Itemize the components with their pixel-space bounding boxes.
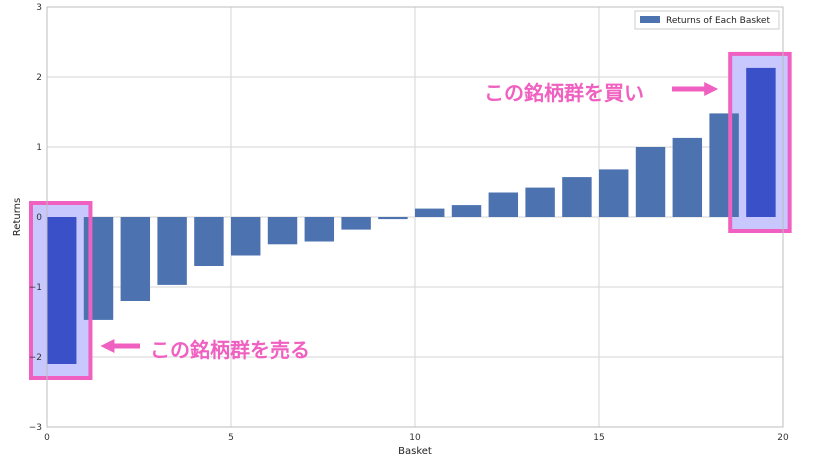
bar <box>120 217 151 301</box>
legend-label: Returns of Each Basket <box>666 16 770 26</box>
bar <box>341 217 371 230</box>
bars <box>47 67 776 364</box>
bar <box>47 217 77 364</box>
bar <box>746 67 776 218</box>
bar <box>157 217 187 285</box>
buy-annotation-text: この銘柄群を買い <box>484 81 644 105</box>
y-tick-label: 3 <box>36 3 42 13</box>
y-tick-label: 1 <box>36 143 42 153</box>
legend: Returns of Each Basket <box>634 10 780 30</box>
bar <box>599 169 629 217</box>
bar <box>488 192 519 217</box>
bar <box>562 177 592 217</box>
highlight-border <box>728 51 792 234</box>
bar <box>635 147 666 217</box>
buy-arrow-icon <box>672 82 719 96</box>
legend-swatch <box>640 16 660 23</box>
bar <box>525 187 555 217</box>
axes-frame <box>46 6 784 428</box>
bar <box>231 217 261 256</box>
bar <box>415 208 445 217</box>
x-tick-label: 5 <box>228 433 234 443</box>
y-tick-label: −1 <box>29 283 42 293</box>
highlight-border <box>29 201 93 380</box>
bar <box>267 217 298 245</box>
sell-annotation-text: この銘柄群を売る <box>150 338 310 362</box>
legend-box <box>634 10 780 30</box>
y-tick-label: 2 <box>36 73 42 83</box>
x-tick-labels: 0 5 10 15 20 <box>44 433 789 443</box>
y-tick-label: −3 <box>29 423 42 433</box>
bar <box>194 217 224 266</box>
bar <box>709 113 739 217</box>
y-tick-labels: −3 −2 −1 0 1 2 3 <box>29 3 43 433</box>
highlight-borders <box>29 51 792 380</box>
x-tick-label: 10 <box>409 433 421 443</box>
bar <box>451 205 482 217</box>
bar <box>378 217 408 220</box>
sell-arrow-icon <box>100 339 140 353</box>
y-tick-label: 0 <box>36 213 42 223</box>
x-tick-label: 15 <box>593 433 604 443</box>
bar <box>672 137 703 217</box>
x-axis-label: Basket <box>398 446 432 457</box>
bar <box>83 217 114 320</box>
annotations: この銘柄群を買い この銘柄群を売る <box>100 81 719 362</box>
y-axis-label: Returns <box>12 198 23 236</box>
x-tick-label: 20 <box>777 433 789 443</box>
y-tick-label: −2 <box>29 353 42 363</box>
x-tick-label: 0 <box>44 433 50 443</box>
bar <box>304 217 335 242</box>
